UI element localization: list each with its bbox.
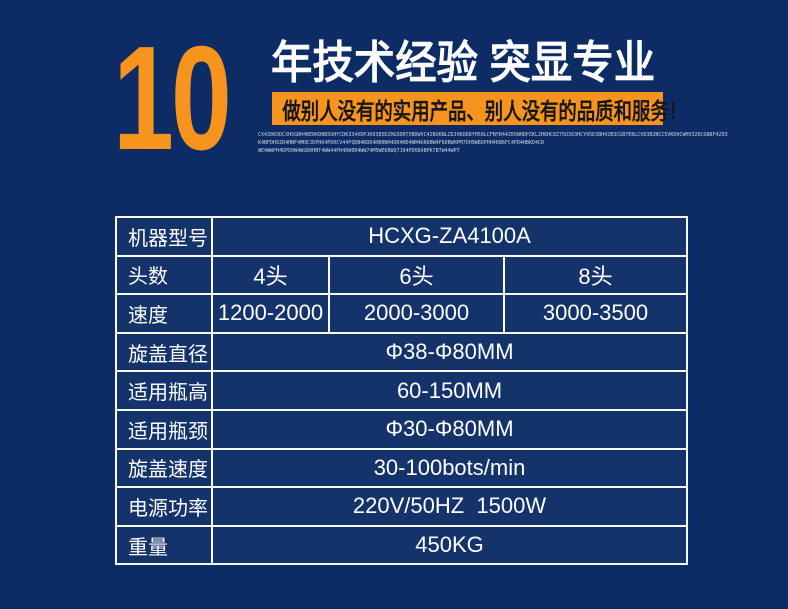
spec-value: 1200-2000	[211, 293, 330, 334]
spec-label: 电源功率	[115, 486, 213, 527]
spec-label: 重量	[115, 524, 213, 566]
spec-label: 旋盖速度	[115, 447, 213, 489]
spec-value: Φ30-Φ80MM	[210, 408, 689, 450]
spec-value: 8头	[502, 254, 689, 296]
spec-value: 220V/50HZ 1500W	[210, 486, 689, 527]
fine-print-line: CX43003DCXH5GBH4BERKDNB5UHYCDK334VDPJK03…	[258, 132, 728, 138]
spec-label: 机器型号	[115, 216, 213, 257]
spec-value: 6头	[328, 254, 505, 296]
spec-value: 60-150MM	[210, 370, 689, 411]
headline-title: 年技术经验 突显专业	[271, 37, 656, 88]
spec-row-heads: 头数 4头 6头 8头	[115, 254, 689, 296]
spec-label: 适用瓶高	[115, 370, 213, 411]
spec-row-model: 机器型号 HCXG-ZA4100A	[115, 216, 689, 257]
spec-value: 2000-3000	[328, 293, 505, 334]
spec-row-capping-speed: 旋盖速度 30-100bots/min	[115, 447, 689, 489]
spec-row-bottle-height: 适用瓶高 60-150MM	[115, 370, 689, 411]
spec-label: 旋盖直径	[115, 331, 213, 373]
spec-row-bottle-neck: 适用瓶颈 Φ30-Φ80MM	[115, 408, 689, 450]
spec-value: 3000-3500	[502, 293, 689, 334]
slogan-banner: 做别人没有的实用产品、别人没有的品质和服务！	[272, 92, 687, 125]
spec-value: 30-100bots/min	[210, 447, 689, 489]
fine-print-line: K4NFDH9ZR4HNF4MREJDPH64PD0CV44FQDN4KDD4H…	[258, 140, 544, 146]
spec-value: HCXG-ZA4100A	[210, 216, 689, 257]
spec-value: 450KG	[210, 524, 689, 566]
years-number: 10	[113, 16, 232, 181]
slogan-text: 做别人没有的实用产品、别人没有的品质和服务！	[282, 97, 688, 124]
fine-print-line: WE4WWPH4DPD0W4WSB0HNT4WW44PH4DW0R4WW74M5…	[258, 148, 460, 154]
spec-label: 适用瓶颈	[115, 408, 213, 450]
fine-print-block: CX43003DCXH5GBH4BERKDNB5UHYCDK334VDPJK03…	[258, 131, 733, 155]
spec-row-speed: 速度 1200-2000 2000-3000 3000-3500	[115, 293, 689, 334]
spec-row-weight: 重量 450KG	[115, 524, 689, 566]
spec-label: 速度	[115, 293, 213, 334]
spec-value: Φ38-Φ80MM	[210, 331, 689, 373]
spec-row-power: 电源功率 220V/50HZ 1500W	[115, 486, 689, 527]
spec-table: 机器型号 HCXG-ZA4100A 头数 4头 6头 8头 速度 1200-20…	[115, 216, 689, 566]
spec-label: 头数	[115, 254, 213, 296]
spec-value: 4头	[211, 254, 330, 296]
spec-row-cap-diameter: 旋盖直径 Φ38-Φ80MM	[115, 331, 689, 373]
